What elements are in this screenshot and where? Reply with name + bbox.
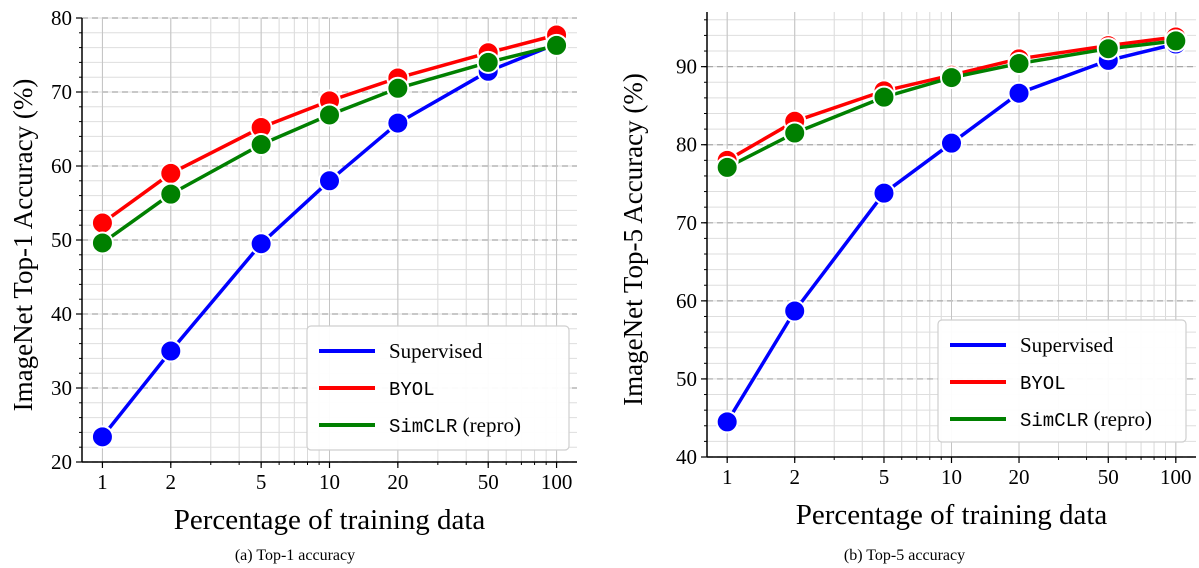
panel-top1: 20 30 40 50 60 70 80 1 2 5 10 20 50 100 Percentage of … <box>0 0 590 568</box>
x-tick-label: 1 <box>97 470 108 494</box>
data-point <box>1164 29 1188 53</box>
data-point <box>386 111 410 135</box>
y-tick-label: 70 <box>51 80 72 104</box>
legend: Supervised BYOL SimCLR (repro) <box>937 319 1187 443</box>
data-point <box>1096 37 1120 61</box>
x-axis-label: Percentage of training data <box>796 499 1108 531</box>
panel-top5: 40 50 60 70 80 90 1 2 5 10 20 50 100 Percentage of tr… <box>610 0 1199 568</box>
data-point <box>159 161 183 185</box>
data-point <box>872 85 896 109</box>
legend-label: Supervised <box>389 339 483 363</box>
caption-top5: (b) Top-5 accuracy <box>843 547 966 564</box>
data-point <box>90 425 114 449</box>
data-point <box>249 232 273 256</box>
legend-label: Supervised <box>1020 333 1114 357</box>
legend-label: BYOL <box>389 379 435 401</box>
x-axis-label: Percentage of training data <box>174 504 486 536</box>
y-tick-label: 50 <box>676 367 697 391</box>
x-tick-label: 2 <box>166 470 177 494</box>
data-point <box>715 410 739 434</box>
x-tick-label: 50 <box>478 470 499 494</box>
data-point <box>159 339 183 363</box>
legend-label: SimCLR (repro) <box>389 413 521 438</box>
data-point <box>872 181 896 205</box>
data-point <box>715 155 739 179</box>
series-group <box>715 25 1188 434</box>
y-tick-label: 40 <box>676 445 697 469</box>
data-point <box>783 121 807 145</box>
x-tick-label: 10 <box>941 465 962 489</box>
chart-top5: 40 50 60 70 80 90 1 2 5 10 20 50 100 Percentage of tr… <box>618 12 1196 531</box>
x-tick-label: 5 <box>256 470 267 494</box>
x-tick-label: 20 <box>387 470 408 494</box>
y-tick-label: 40 <box>51 302 72 326</box>
x-tick-label: 100 <box>1160 465 1192 489</box>
data-point <box>249 133 273 157</box>
data-point <box>318 103 341 127</box>
y-tick-label: 60 <box>51 154 72 178</box>
series-group <box>90 23 569 449</box>
data-point <box>1007 52 1031 76</box>
data-point <box>90 231 114 255</box>
x-tick-label: 20 <box>1009 465 1030 489</box>
data-point <box>159 182 183 206</box>
y-tick-label: 20 <box>51 450 72 474</box>
x-tick-label: 1 <box>722 465 733 489</box>
data-point <box>1007 81 1031 105</box>
data-point <box>318 169 341 193</box>
y-tick-label: 90 <box>676 55 697 79</box>
x-tick-label: 5 <box>879 465 890 489</box>
x-tick-label: 10 <box>319 470 340 494</box>
legend-label: BYOL <box>1020 373 1066 395</box>
y-tick-label: 80 <box>51 6 72 30</box>
y-tick-label: 70 <box>676 211 697 235</box>
y-tick-label: 50 <box>51 228 72 252</box>
data-point <box>940 131 963 155</box>
data-point <box>940 66 963 90</box>
y-axis-label: ImageNet Top-5 Accuracy (%) <box>618 73 648 406</box>
caption-top1: (a) Top-1 accuracy <box>234 547 356 564</box>
legend: Supervised BYOL SimCLR (repro) <box>306 325 570 451</box>
data-point <box>783 299 807 323</box>
legend-label: SimCLR (repro) <box>1020 407 1152 432</box>
x-tick-label: 100 <box>541 470 573 494</box>
y-tick-label: 80 <box>676 133 697 157</box>
y-tick-label: 30 <box>51 376 72 400</box>
legend-box <box>937 319 1187 443</box>
chart-top1: 20 30 40 50 60 70 80 1 2 5 10 20 50 100 Percentage of … <box>8 6 577 536</box>
x-tick-label: 50 <box>1098 465 1119 489</box>
data-point <box>476 50 500 74</box>
y-axis-label: ImageNet Top-1 Accuracy (%) <box>8 79 38 412</box>
legend-box <box>306 325 570 451</box>
y-tick-label: 60 <box>676 289 697 313</box>
data-point <box>90 211 114 235</box>
x-tick-label: 2 <box>789 465 800 489</box>
data-point <box>386 76 410 100</box>
data-point <box>545 33 569 57</box>
